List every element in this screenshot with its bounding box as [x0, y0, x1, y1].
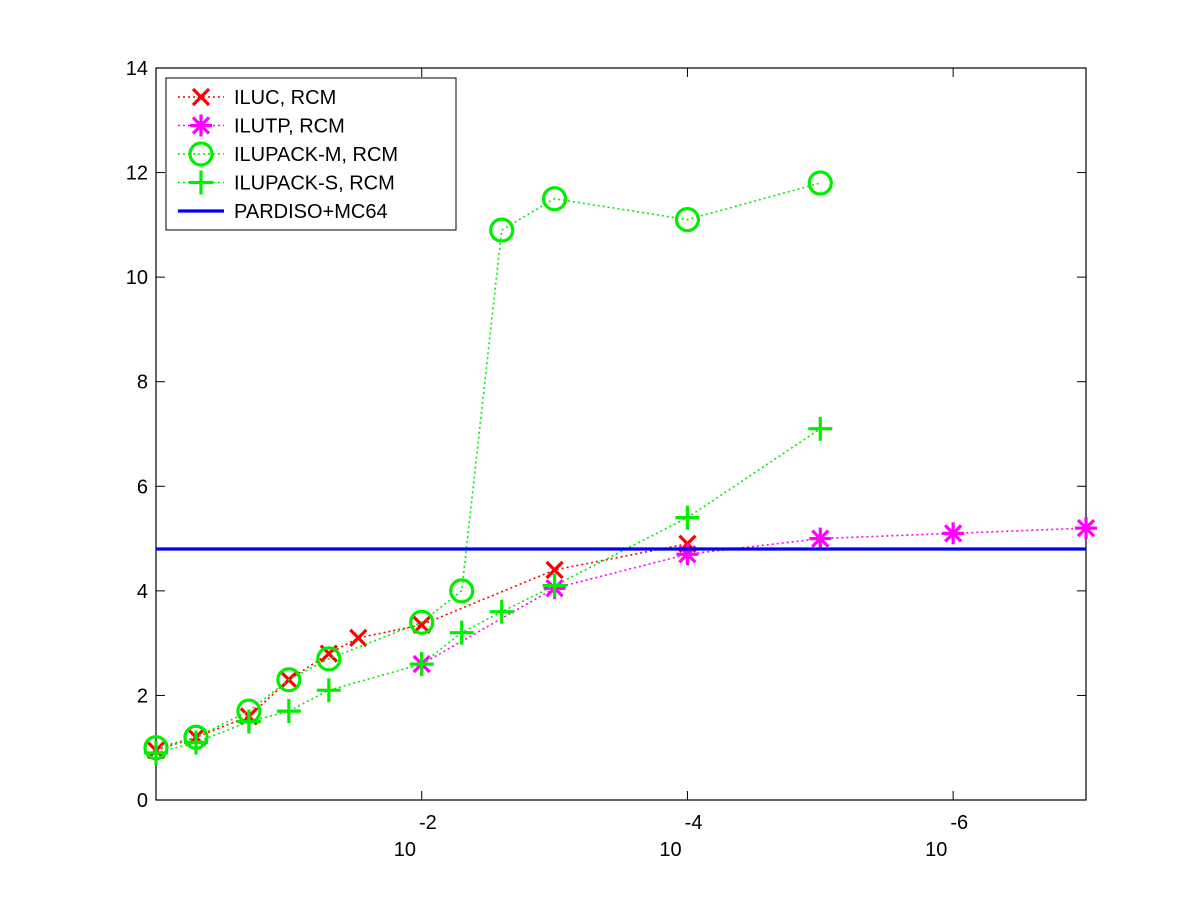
y-tick-label: 12: [126, 163, 148, 185]
legend-item: ILUC, RCM: [178, 87, 336, 109]
data-point: [808, 416, 833, 441]
legend-marker: [189, 170, 213, 195]
data-point: [449, 620, 474, 645]
axes-frame: [155, 67, 1087, 801]
data-point: [676, 543, 699, 566]
legend-item: ILUPACK-M, RCM: [178, 141, 398, 167]
data-point: [489, 217, 515, 243]
y-tick-label: 0: [137, 790, 148, 812]
data-point: [276, 699, 301, 724]
data-point: [807, 170, 833, 196]
data-point: [942, 522, 965, 545]
series-3: [144, 416, 833, 765]
x-tick-label: 10-6: [925, 812, 968, 861]
x-tick-label: 10-2: [394, 812, 437, 861]
y-tick-label: 8: [137, 372, 148, 394]
series-2: [143, 170, 833, 761]
y-tick-label: 2: [137, 685, 148, 707]
y-tick-label: 10: [126, 267, 148, 289]
legend-item: ILUPACK-S, RCM: [178, 170, 395, 195]
data-point: [449, 578, 475, 604]
data-point: [675, 505, 700, 530]
series-line: [421, 527, 1087, 665]
data-point: [809, 527, 832, 550]
series-line: [155, 182, 821, 749]
series-0: [146, 534, 697, 760]
legend-label: PARDISO+MC64: [234, 201, 388, 223]
data-point: [545, 560, 564, 580]
y-tick-label: 6: [137, 476, 148, 498]
legend-label: ILUPACK-S, RCM: [234, 173, 395, 195]
data-point: [144, 740, 168, 765]
legend: ILUC, RCM ILUTP, RCM ILUPACK-M, RCM ILUPACK…: [165, 77, 457, 231]
series-1: [410, 517, 1097, 676]
data-point: [542, 573, 567, 598]
data-point: [183, 730, 208, 755]
data-point: [541, 186, 568, 212]
data-point: [489, 599, 514, 624]
legend-item: ILUTP, RCM: [178, 114, 345, 138]
data-point: [316, 678, 341, 703]
data-point: [409, 652, 434, 677]
legend-item: PARDISO+MC64: [178, 201, 388, 223]
data-point: [674, 207, 701, 233]
data-point: [236, 709, 261, 734]
y-axis: 0 2 4 6 8 10 12 14: [126, 58, 1086, 812]
legend-marker: [188, 141, 214, 167]
legend-marker: [191, 87, 211, 107]
plot-area: [143, 170, 1097, 765]
y-tick-label: 4: [137, 581, 148, 603]
y-tick-label: 14: [126, 58, 148, 80]
series-line: [155, 543, 688, 752]
data-point: [316, 646, 342, 672]
legend-marker: [190, 114, 212, 137]
data-point: [349, 628, 368, 648]
data-point: [276, 667, 302, 693]
x-axis: 10-2 10-4 10-6: [394, 68, 968, 861]
x-tick-label: 10-4: [659, 812, 702, 861]
axes-box: [155, 67, 1087, 801]
legend-label: ILUPACK-M, RCM: [234, 144, 398, 166]
data-point: [409, 609, 435, 635]
legend-label: ILUC, RCM: [234, 87, 336, 109]
data-point: [1075, 517, 1097, 540]
legend-label: ILUTP, RCM: [234, 116, 345, 138]
